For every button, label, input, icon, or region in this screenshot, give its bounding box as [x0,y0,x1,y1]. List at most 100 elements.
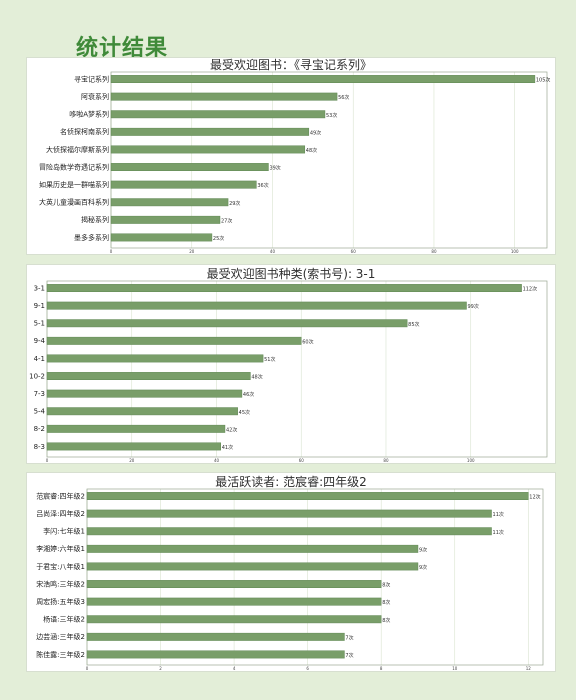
plot-frame [46,280,548,458]
data-label: 36次 [257,182,268,189]
bar [86,509,492,518]
category-label: 边芸涵:三年级2 [36,632,85,641]
x-tick-label: 40 [214,458,220,463]
category-label: 名侦探柯南系列 [60,127,109,136]
x-tick-label: 0 [110,249,113,254]
data-label: 48次 [306,147,317,154]
x-tick-label: 60 [299,458,305,463]
bar [46,442,221,451]
data-label: 48次 [251,374,262,381]
bar [46,424,226,433]
bar [110,110,326,119]
category-label: 李湘婷:六年级1 [36,544,85,553]
x-tick-label: 20 [129,458,135,463]
data-label: 8次 [382,582,390,589]
bar [110,180,257,189]
bar [110,145,306,154]
x-tick-label: 8 [380,666,383,671]
bar [110,163,269,171]
x-tick-label: 60 [351,249,357,254]
chart-title: 最受欢迎图书：《寻宝记系列》 [210,58,372,72]
data-label: 45次 [239,409,250,416]
plot-frame [86,488,544,666]
bar [86,580,382,588]
x-tick-label: 80 [383,458,389,463]
data-label: 60次 [302,338,313,345]
bar [86,527,492,536]
category-label: 冒险岛数学奇遇记系列 [39,162,109,171]
data-label: 8次 [382,617,390,624]
data-label: 7次 [345,634,353,641]
category-label: 李闪:七年级1 [43,527,85,536]
x-tick-label: 0 [86,666,89,671]
bar [86,597,382,606]
bar [110,92,338,101]
data-label: 42次 [226,426,237,433]
category-label: 8-3 [34,443,45,451]
bar [86,562,419,571]
bar [86,632,345,641]
bar [86,544,419,553]
category-label: 5-1 [34,320,45,328]
data-label: 9次 [419,546,427,553]
x-tick-label: 100 [467,458,475,463]
bar [46,319,408,328]
category-label: 揭秘系列 [81,215,109,224]
category-label: 范宸睿:四年级2 [36,491,85,500]
category-label: 哆啦A梦系列 [69,110,109,119]
category-label: 9-1 [34,302,45,310]
category-label: 大侦探福尔摩斯系列 [46,145,109,154]
bar [110,198,229,207]
page-title: 统计结果 [76,36,169,61]
category-label: 陈佳露:三年级2 [36,650,85,659]
data-label: 51次 [264,356,275,363]
category-label: 10-2 [29,372,45,380]
data-label: 53次 [326,112,337,119]
plot-frame [110,71,548,249]
data-label: 41次 [222,444,233,451]
category-label: 大英儿童漫画百科系列 [39,198,109,207]
data-label: 9次 [419,564,427,571]
data-label: 105次 [536,77,551,84]
bar [86,650,345,659]
bar [46,336,302,345]
bar [46,407,238,416]
data-label: 46次 [243,391,254,398]
bar [46,284,522,292]
x-tick-label: 20 [189,249,195,254]
chart-panel-popular-books: 最受欢迎图书：《寻宝记系列》 0 20 40 60 80 100 寻宝记系列 105次 阿衰系列 5… [26,57,556,255]
bar [46,372,251,380]
chart-popular-categories: 最受欢迎图书种类(索书号): 3-1 0 20 40 60 80 100 3-1 112次 9-1… [29,266,548,463]
x-tick-label: 4 [233,666,236,671]
x-tick-label: 0 [46,458,49,463]
data-label: 29次 [229,200,240,207]
category-label: 如果历史是一群喵系列 [39,180,109,189]
data-label: 7次 [345,652,353,659]
data-label: 12次 [529,494,540,501]
category-label: 墨多多系列 [74,233,109,242]
category-label: 吕尚泽:四年级2 [36,509,85,518]
x-tick-label: 80 [431,249,437,254]
bar [110,127,310,136]
bar [46,389,243,398]
category-label: 杨语:三年级2 [43,615,85,624]
x-tick-label: 40 [270,249,276,254]
data-label: 39次 [269,165,280,172]
chart-panel-active-readers: 最活跃读者: 范宸睿:四年级2 0 2 4 6 8 10 12 范宸睿:四年级2 12次 吕尚泽:四… [26,472,556,672]
data-label: 85次 [408,321,419,328]
data-label: 56次 [338,94,349,101]
data-label: 11次 [493,511,504,518]
data-label: 112次 [523,286,538,293]
bar [46,354,264,363]
bar [110,75,536,83]
data-label: 25次 [213,235,224,242]
category-label: 寻宝记系列 [74,74,109,83]
x-tick-label: 2 [159,666,162,671]
category-label: 宋浩鸣:三年级2 [36,579,85,588]
data-label: 27次 [221,217,232,224]
bar [110,233,213,242]
data-label: 99次 [467,303,478,310]
x-tick-label: 12 [526,666,532,671]
category-label: 阿衰系列 [81,92,109,101]
